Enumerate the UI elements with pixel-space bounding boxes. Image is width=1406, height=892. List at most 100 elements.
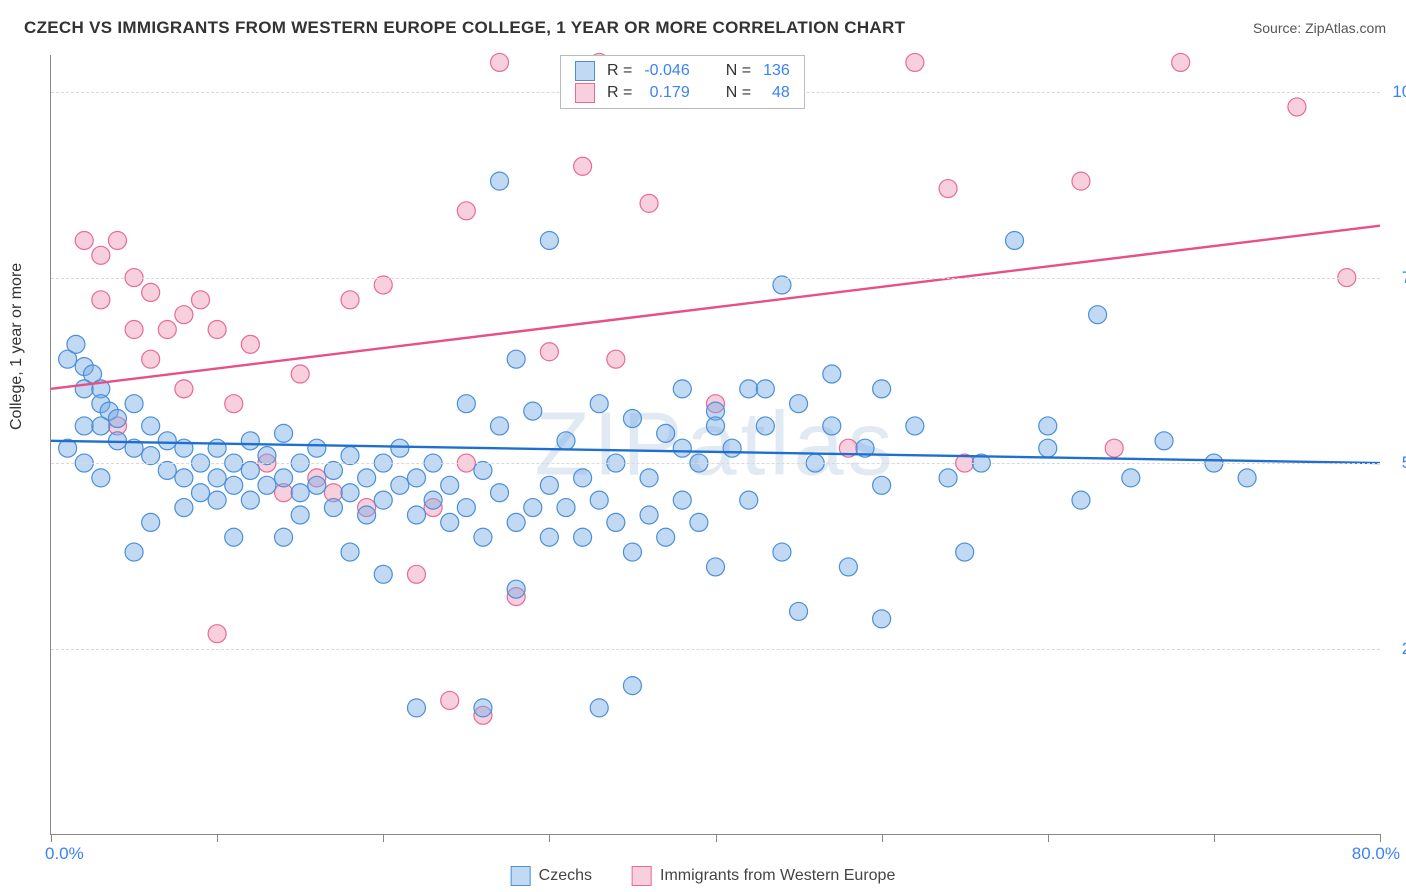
data-point: [491, 484, 509, 502]
data-point: [491, 53, 509, 71]
legend-item-czechs: Czechs: [511, 866, 592, 886]
data-point: [474, 528, 492, 546]
data-point: [391, 439, 409, 457]
data-point: [707, 417, 725, 435]
data-point: [158, 461, 176, 479]
data-point: [175, 380, 193, 398]
data-point: [607, 513, 625, 531]
data-point: [358, 469, 376, 487]
data-point: [192, 484, 210, 502]
swatch-immigrants: [575, 83, 595, 103]
data-point: [208, 321, 226, 339]
data-point: [507, 513, 525, 531]
data-point: [790, 602, 808, 620]
data-point: [175, 499, 193, 517]
swatch-czechs: [575, 61, 595, 81]
data-point: [1039, 417, 1057, 435]
data-point: [623, 543, 641, 561]
data-point: [92, 246, 110, 264]
data-point: [906, 53, 924, 71]
data-point: [673, 439, 691, 457]
data-point: [507, 350, 525, 368]
stats-row-immigrants: R = 0.179 N = 48: [569, 82, 796, 104]
y-axis-title: College, 1 year or more: [8, 263, 26, 430]
data-point: [208, 469, 226, 487]
data-point: [225, 528, 243, 546]
data-point: [341, 543, 359, 561]
data-point: [491, 417, 509, 435]
data-point: [158, 321, 176, 339]
stats-row-czechs: R = -0.046 N = 136: [569, 60, 796, 82]
data-point: [275, 424, 293, 442]
chart-svg: [51, 55, 1380, 834]
data-point: [939, 469, 957, 487]
data-point: [474, 461, 492, 479]
data-point: [1089, 306, 1107, 324]
data-point: [457, 499, 475, 517]
data-point: [640, 469, 658, 487]
data-point: [308, 476, 326, 494]
data-point: [790, 395, 808, 413]
data-point: [773, 543, 791, 561]
n-value-czechs: 136: [757, 60, 796, 82]
y-tick-label: 50.0%: [1402, 453, 1406, 473]
data-point: [441, 476, 459, 494]
data-point: [690, 513, 708, 531]
data-point: [208, 625, 226, 643]
data-point: [457, 202, 475, 220]
data-point: [192, 291, 210, 309]
data-point: [108, 231, 126, 249]
data-point: [457, 395, 475, 413]
data-point: [142, 350, 160, 368]
data-point: [623, 410, 641, 428]
data-point: [407, 699, 425, 717]
n-label: N =: [720, 82, 757, 104]
data-point: [241, 335, 259, 353]
data-point: [956, 543, 974, 561]
data-point: [308, 439, 326, 457]
data-point: [707, 558, 725, 576]
data-point: [823, 365, 841, 383]
data-point: [657, 424, 675, 442]
data-point: [374, 276, 392, 294]
data-point: [1006, 231, 1024, 249]
data-point: [341, 291, 359, 309]
data-point: [374, 491, 392, 509]
legend-swatch-immigrants: [632, 866, 652, 886]
source-label: Source: ZipAtlas.com: [1253, 20, 1386, 36]
legend-label-immigrants: Immigrants from Western Europe: [660, 867, 895, 885]
x-tick-label-end: 80.0%: [1352, 844, 1400, 864]
data-point: [491, 172, 509, 190]
legend-swatch-czechs: [511, 866, 531, 886]
data-point: [175, 306, 193, 324]
data-point: [341, 447, 359, 465]
data-point: [507, 580, 525, 598]
data-point: [158, 432, 176, 450]
data-point: [75, 417, 93, 435]
data-point: [607, 350, 625, 368]
data-point: [1072, 172, 1090, 190]
data-point: [424, 491, 442, 509]
data-point: [590, 491, 608, 509]
data-point: [756, 380, 774, 398]
data-point: [358, 506, 376, 524]
r-value-czechs: -0.046: [638, 60, 695, 82]
y-tick-label: 25.0%: [1402, 639, 1406, 659]
chart-title: CZECH VS IMMIGRANTS FROM WESTERN EUROPE …: [24, 18, 905, 38]
data-point: [175, 469, 193, 487]
data-point: [574, 528, 592, 546]
data-point: [474, 699, 492, 717]
data-point: [142, 513, 160, 531]
data-point: [540, 528, 558, 546]
data-point: [673, 380, 691, 398]
data-point: [341, 484, 359, 502]
data-point: [557, 499, 575, 517]
data-point: [258, 476, 276, 494]
data-point: [258, 447, 276, 465]
data-point: [873, 476, 891, 494]
data-point: [540, 231, 558, 249]
y-tick-label: 75.0%: [1402, 268, 1406, 288]
data-point: [92, 469, 110, 487]
data-point: [67, 335, 85, 353]
data-point: [125, 543, 143, 561]
